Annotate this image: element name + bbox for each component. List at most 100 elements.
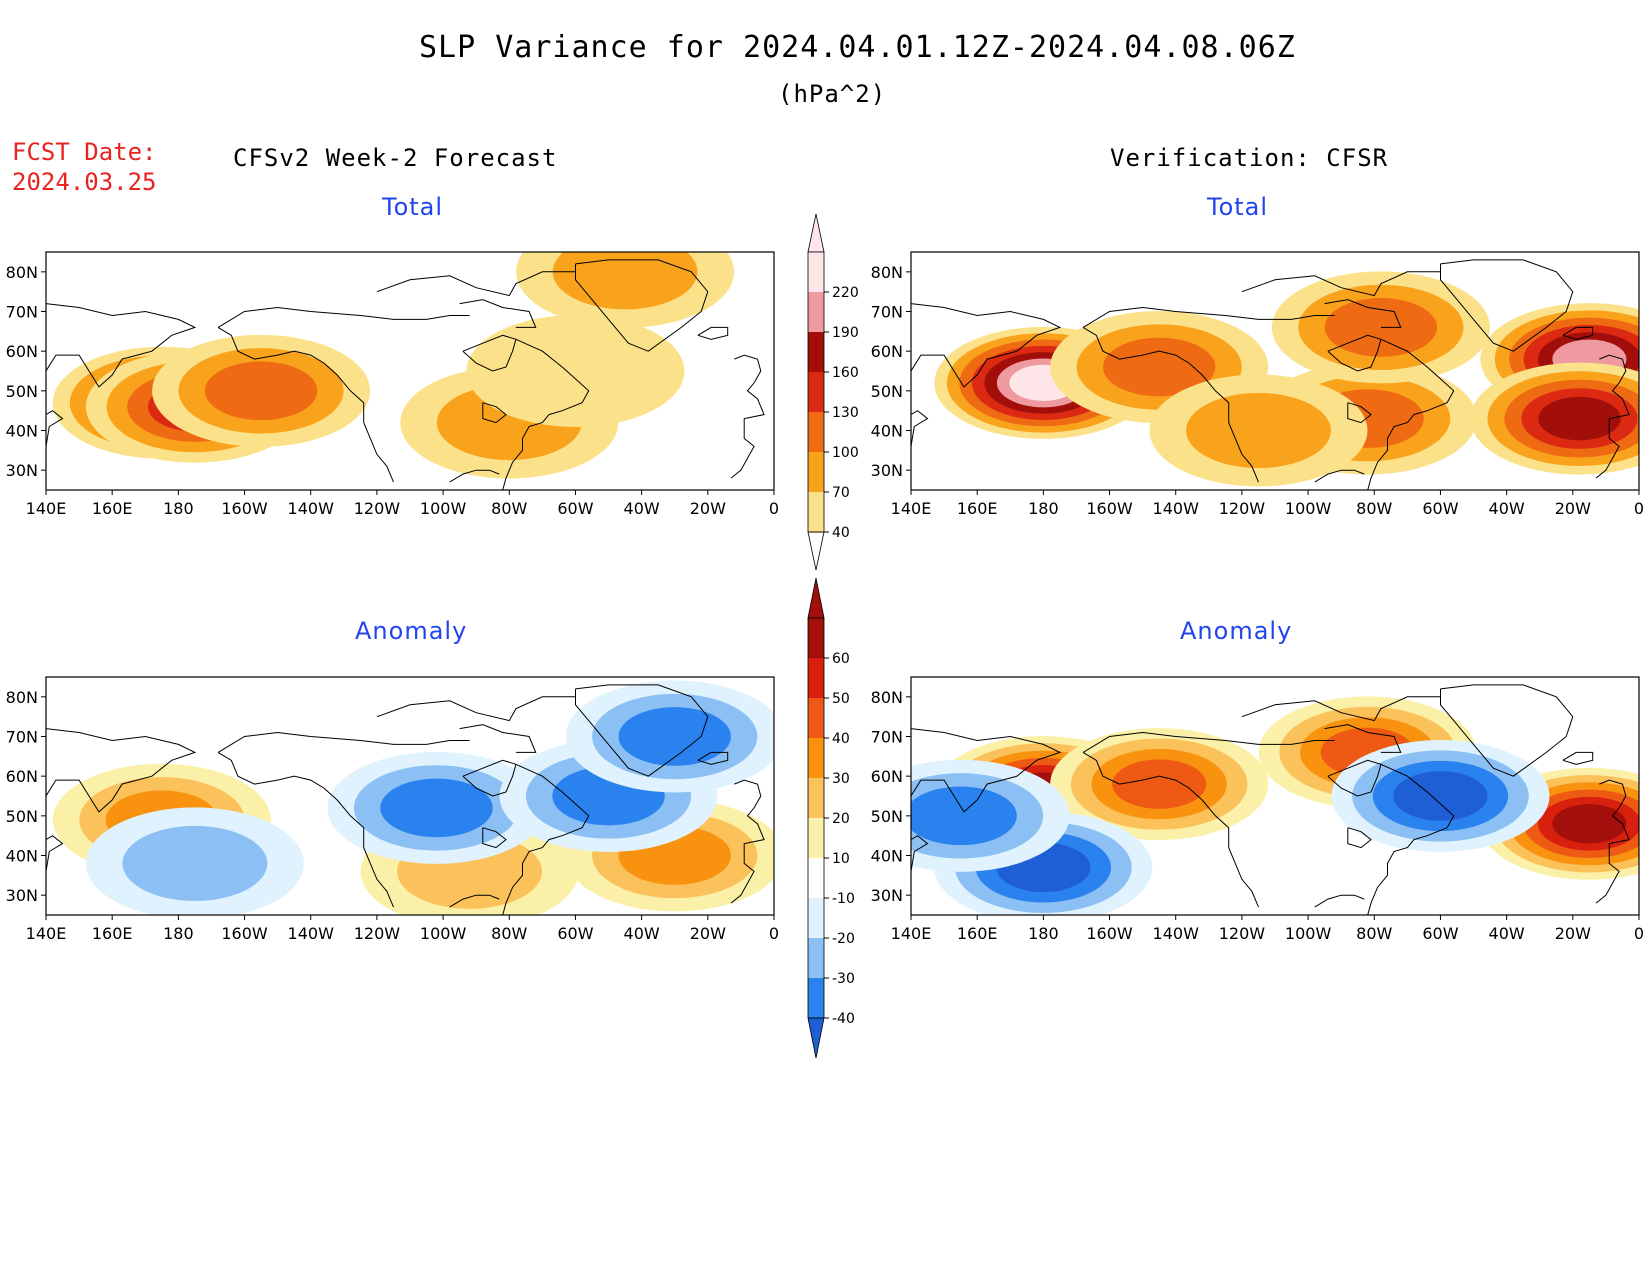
lon-label: 180 <box>1028 924 1059 943</box>
map-frame <box>910 251 1640 491</box>
coastline <box>46 835 64 873</box>
colorbar-label: 50 <box>832 691 850 707</box>
lon-label: 0 <box>1634 499 1644 518</box>
coastline <box>697 751 729 765</box>
lat-label: 70N <box>6 303 38 322</box>
lat-label: 50N <box>871 382 903 401</box>
colorbar-swatch <box>808 698 824 738</box>
lat-label: 30N <box>871 461 903 480</box>
lat-label: 60N <box>6 767 38 786</box>
coastline <box>376 271 576 297</box>
coastline <box>1327 759 1382 797</box>
field-contour <box>1324 298 1438 357</box>
coastline <box>1440 684 1574 777</box>
coastline <box>1347 827 1372 849</box>
colorbar-label: -20 <box>832 931 855 947</box>
colorbar-label: 40 <box>832 525 850 541</box>
map-frame <box>45 251 775 491</box>
colorbar-swatch <box>808 452 824 492</box>
lon-label: 20W <box>1555 924 1591 943</box>
coastline <box>449 894 500 908</box>
lon-label: 160W <box>1086 924 1133 943</box>
figure-title: SLP Variance for 2024.04.01.12Z-2024.04.… <box>419 30 1296 65</box>
lat-label: 30N <box>6 886 38 905</box>
lon-label: 0 <box>769 924 779 943</box>
map-panel-verification-anomaly: 80N 70N 60N 50N 40N 30N 140E 160E 180 160W 140W 120… <box>871 676 1644 943</box>
coastline <box>502 763 590 915</box>
lon-label: 100W <box>1285 499 1332 518</box>
lon-label: 20W <box>690 924 726 943</box>
colorbar-arrow-bottom <box>807 1017 825 1059</box>
coastline <box>1082 731 1335 753</box>
lat-label: 80N <box>871 688 903 707</box>
coastline <box>502 338 590 490</box>
lon-label: 100W <box>420 499 467 518</box>
colorbar-swatch <box>808 778 824 818</box>
lon-label: 80W <box>1356 924 1392 943</box>
lon-label: 100W <box>1285 924 1332 943</box>
lat-label: 80N <box>871 263 903 282</box>
verification-column-title: Verification: CFSR <box>1110 144 1389 172</box>
field-contour <box>1552 804 1627 844</box>
coastline <box>459 724 537 753</box>
lon-label: 60W <box>557 499 593 518</box>
lon-label: 160E <box>957 924 998 943</box>
lon-label: 40W <box>1489 499 1525 518</box>
colorbar-swatch <box>808 292 824 332</box>
field-contour <box>1185 392 1331 469</box>
colorbar-label: 10 <box>832 851 850 867</box>
lat-label: 80N <box>6 688 38 707</box>
coastline <box>46 728 197 813</box>
forecast-column-title: CFSv2 Week-2 Forecast <box>233 144 558 172</box>
lat-label: 50N <box>6 382 38 401</box>
field-contour <box>380 778 493 838</box>
lon-label: 80W <box>491 924 527 943</box>
fcst-date-label: FCST Date: <box>12 138 157 166</box>
field-contour <box>911 786 1017 846</box>
coastline <box>1314 469 1365 483</box>
lon-label: 140W <box>288 499 335 518</box>
colorbar-swatch <box>808 978 824 1018</box>
colorbar-arrow-top <box>807 577 825 619</box>
colorbar-arrow-top <box>807 213 825 253</box>
colorbar-swatch <box>808 492 824 532</box>
coastline <box>730 779 765 904</box>
lon-label: 0 <box>769 499 779 518</box>
colorbar-swatch <box>808 898 824 938</box>
coastline <box>575 684 709 777</box>
lon-label: 160E <box>92 924 133 943</box>
lat-label: 60N <box>6 342 38 361</box>
coastline <box>1347 402 1372 424</box>
coastline <box>1314 894 1365 908</box>
coastline <box>217 751 394 908</box>
coastline <box>46 410 64 448</box>
lon-label: 40W <box>624 499 660 518</box>
field-contour <box>204 361 318 421</box>
lon-label: 80W <box>1356 499 1392 518</box>
panel-title-forecast-total: Total <box>382 193 444 221</box>
lon-label: 20W <box>690 499 726 518</box>
coastline <box>217 326 394 483</box>
coastline <box>217 731 470 753</box>
field-contour <box>1538 396 1621 441</box>
colorbar-label: 30 <box>832 771 850 787</box>
coastline <box>217 306 470 328</box>
coastline <box>575 259 709 352</box>
coastline <box>697 326 729 340</box>
lat-label: 40N <box>871 422 903 441</box>
colorbar-label: 190 <box>832 325 859 341</box>
coastline <box>1595 354 1630 479</box>
lat-label: 60N <box>871 342 903 361</box>
colorbar-swatch <box>808 738 824 778</box>
lon-label: 160W <box>1086 499 1133 518</box>
coastline <box>1082 751 1259 908</box>
panel-title-verification-total: Total <box>1207 193 1269 221</box>
colorbar-label: 20 <box>832 811 850 827</box>
lon-label: 140E <box>26 499 67 518</box>
colorbar-label: -30 <box>832 971 855 987</box>
lon-label: 80W <box>491 499 527 518</box>
coastline <box>482 827 507 849</box>
lon-label: 40W <box>1489 924 1525 943</box>
lat-label: 40N <box>6 847 38 866</box>
lat-label: 70N <box>6 728 38 747</box>
